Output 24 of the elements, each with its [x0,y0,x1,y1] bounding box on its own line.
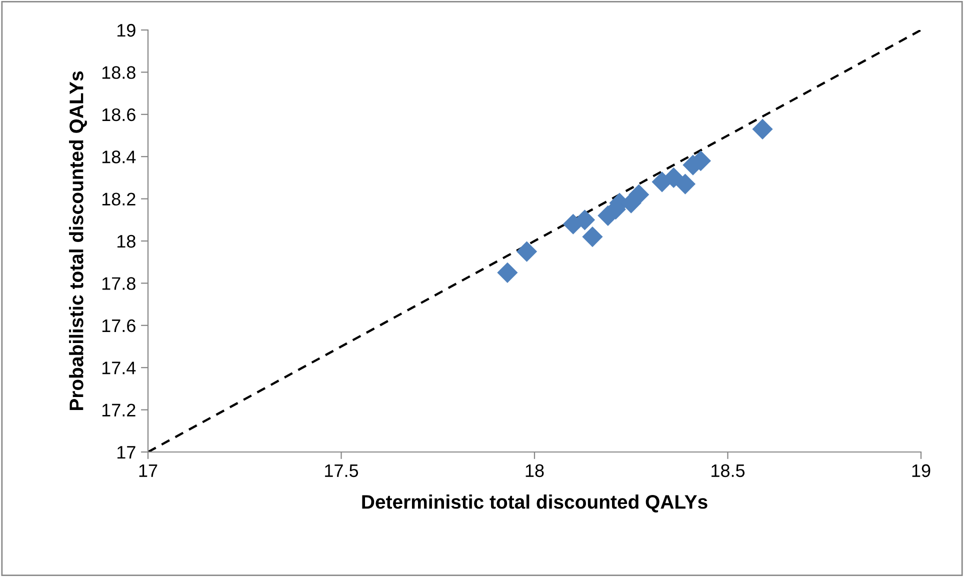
point [628,184,650,205]
y-tick-label: 17.6 [102,319,136,332]
y-axis-title: Probabilistic total discounted QALYs [69,71,87,410]
y-tick-label: 17.4 [102,362,136,374]
x-tick-label: 19 [912,464,930,478]
x-axis-title: Deterministic total discounted QALYs [362,494,708,512]
point [516,241,538,262]
point [497,262,518,283]
y-tick-label: 17.2 [102,404,136,416]
y-tick-label: 18.6 [102,108,136,122]
x-tick-label: 18.5 [712,464,745,478]
y-tick-label: 18.2 [102,192,136,206]
y-tick-label: 19 [117,24,136,37]
y-tick-label: 17 [117,446,136,459]
x-tick-label: 17 [139,464,158,477]
y-tick-label: 18.8 [102,66,136,79]
y-tick-label: 18.4 [102,150,136,164]
x-tick-label: 17.5 [325,464,358,478]
y-tick-label: 17.8 [102,277,136,290]
point [752,118,773,140]
point [582,226,603,248]
y-tick-label: 18 [117,234,136,248]
x-tick-label: 18 [526,464,544,478]
point [674,174,696,194]
